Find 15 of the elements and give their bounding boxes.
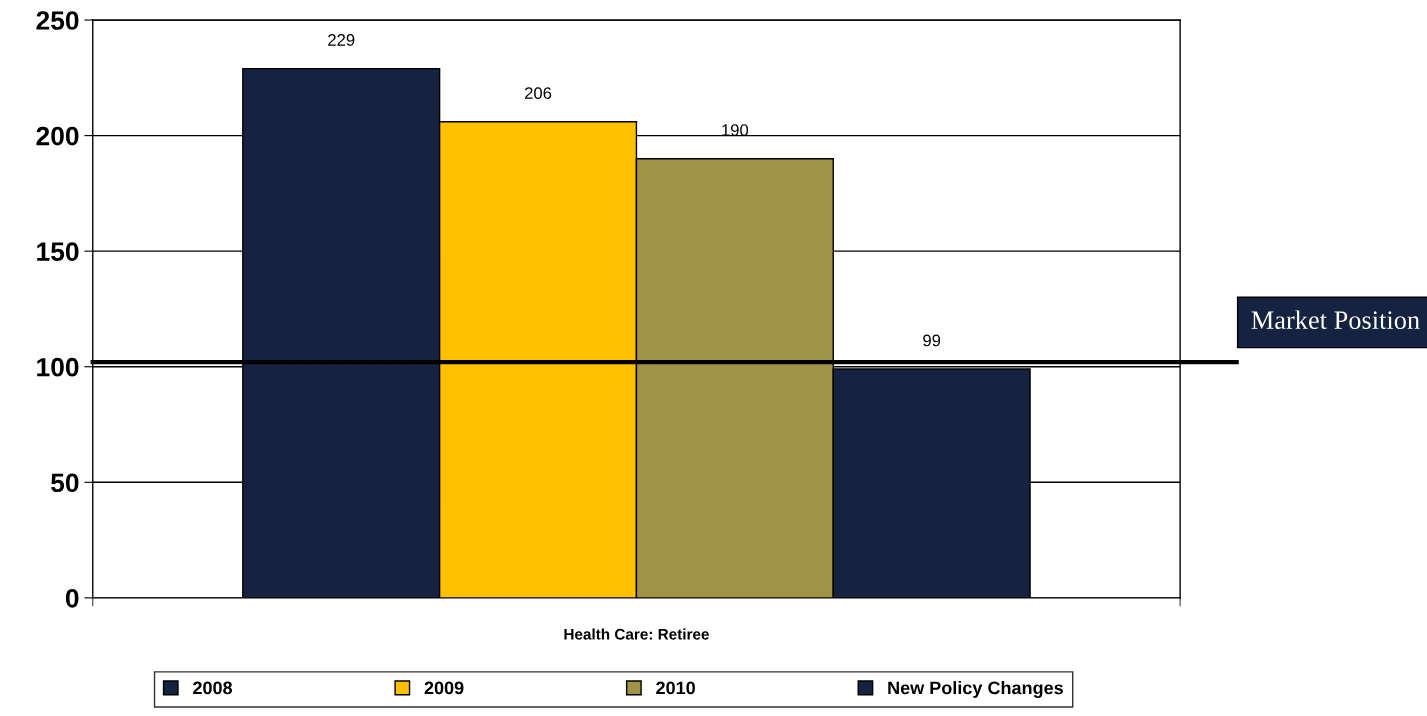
y-tick-label: 50: [51, 473, 79, 493]
data-label: 99: [923, 334, 941, 347]
legend-label: 2010: [656, 681, 695, 695]
y-tick-label: 100: [37, 357, 79, 377]
legend-label: New Policy Changes: [888, 681, 1063, 698]
data-label: 206: [524, 87, 552, 99]
ref-line-label: Market Position: [1251, 310, 1420, 330]
legend-label: 2009: [424, 681, 464, 695]
y-tick-label: 0: [65, 588, 79, 608]
y-tick-label: 150: [37, 242, 79, 261]
x-tick-label: Health Care: Retiree: [564, 628, 709, 640]
y-tick-label: 200: [36, 126, 79, 146]
y-tick-label: 250: [36, 11, 79, 30]
data-label: 229: [328, 34, 355, 46]
legend-label: 2008: [193, 681, 233, 695]
